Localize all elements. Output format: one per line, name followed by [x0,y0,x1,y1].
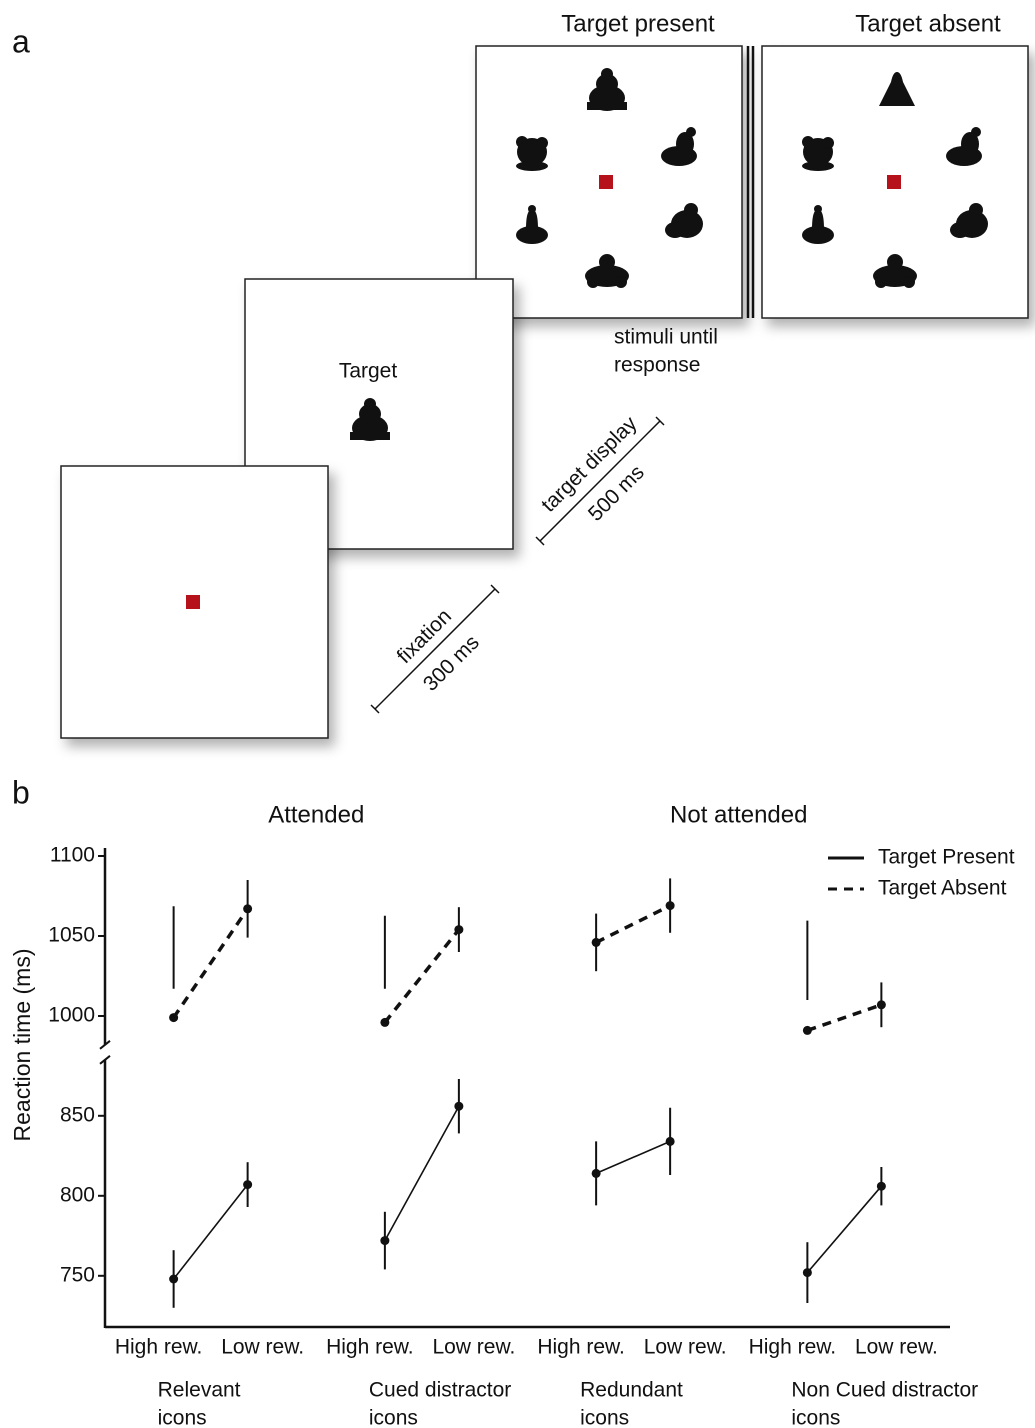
data-point [877,1000,886,1009]
legend-label: Target Present [878,846,1015,869]
y-tick-label: 750 [60,1263,95,1286]
y-tick-label: 850 [60,1103,95,1126]
y-tick-label: 1100 [50,844,95,867]
data-point [380,1236,389,1245]
group-label: icons [791,1407,840,1428]
note: response [614,354,700,377]
data-point [169,1275,178,1284]
group-label: Non Cued distractor [791,1379,978,1402]
data-point [666,1137,675,1146]
x-tick-label: Low rew. [221,1336,304,1359]
data-point [380,1018,389,1027]
x-tick-label: High rew. [749,1336,837,1359]
group-label: Cued distractor [369,1379,511,1402]
panel-heading: Attended [268,801,364,828]
data-point [877,1182,886,1191]
panel-label: b [12,774,30,810]
data-point [592,1169,601,1178]
series-line [596,906,670,943]
panel-b: b Reaction time (ms) 750 800 850 1000 1050 11… [9,774,1015,1428]
panel-title: Target absent [855,10,1001,37]
group-label: Relevant [158,1379,241,1402]
panel-a: a Target present Target absent stimuli u… [12,10,1028,738]
series-line [807,1186,881,1272]
group-label: icons [580,1407,629,1428]
group-label: icons [158,1407,207,1428]
data-point [592,938,601,947]
panel-heading: Not attended [670,801,807,828]
series-line [174,909,248,1018]
data-point [803,1026,812,1035]
series-line [174,1185,248,1279]
x-tick-label: High rew. [537,1336,625,1359]
group-label: Redundant [580,1379,683,1402]
data-point [169,1013,178,1022]
x-tick-label: Low rew. [432,1336,515,1359]
x-tick-label: Low rew. [644,1336,727,1359]
data-point [666,901,675,910]
y-axis-title: Reaction time (ms) [9,949,35,1142]
target-label: Target [339,360,398,383]
data-point [454,925,463,934]
data-point [243,1180,252,1189]
y-tick-label: 800 [60,1183,95,1206]
group-label: icons [369,1407,418,1428]
panel-label: a [12,23,30,59]
x-tick-label: High rew. [115,1336,203,1359]
x-tick-label: Low rew. [855,1336,938,1359]
data-point [243,904,252,913]
note: stimuli until [614,326,718,349]
data-point [454,1102,463,1111]
y-tick-label: 1000 [48,1004,95,1027]
series-line [596,1141,670,1173]
fixation-dot [186,595,200,609]
panel-title: Target present [561,10,715,37]
data-point [803,1268,812,1277]
x-tick-label: High rew. [326,1336,414,1359]
series-line [807,1005,881,1031]
series-line [385,930,459,1023]
y-tick-label: 1050 [48,924,95,947]
figure: a Target present Target absent stimuli u… [0,0,1035,1428]
timing-label: target display [537,412,642,517]
series-line [385,1106,459,1240]
fixation-dot [599,175,613,189]
fixation-dot [887,175,901,189]
legend-label: Target Absent [878,877,1007,900]
